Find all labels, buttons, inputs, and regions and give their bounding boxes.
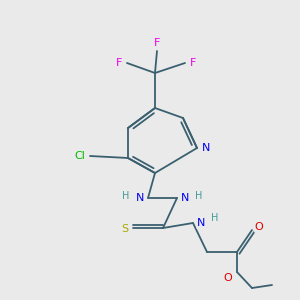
Text: S: S: [122, 224, 129, 234]
Text: H: H: [211, 213, 219, 223]
Text: Cl: Cl: [75, 151, 86, 161]
Text: F: F: [190, 58, 196, 68]
Text: H: H: [122, 191, 130, 201]
Text: O: O: [255, 222, 263, 232]
Text: H: H: [195, 191, 203, 201]
Text: F: F: [116, 58, 122, 68]
Text: N: N: [181, 193, 189, 203]
Text: O: O: [224, 273, 232, 283]
Text: N: N: [136, 193, 144, 203]
Text: N: N: [197, 218, 205, 228]
Text: F: F: [154, 38, 160, 48]
Text: N: N: [202, 143, 210, 153]
